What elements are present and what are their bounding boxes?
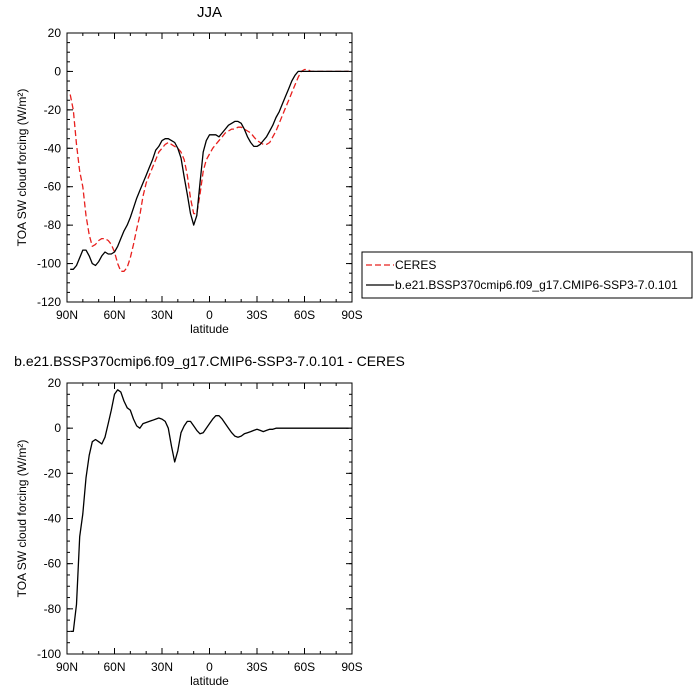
- legend-entry: b.e21.BSSP370cmip6.f09_g17.CMIP6-SSP3-7.…: [395, 278, 678, 292]
- x-tick-label: 60S: [294, 660, 315, 674]
- x-tick-label: 30N: [151, 660, 173, 674]
- x-tick-label: 0: [206, 308, 213, 322]
- legend-entry: CERES: [395, 258, 436, 272]
- y-tick-label: 20: [48, 26, 62, 40]
- series-line-ceres: [69, 68, 349, 272]
- y-tick-label: 0: [54, 64, 61, 78]
- legend: CERES b.e21.BSSP370cmip6.f09_g17.CMIP6-SS…: [361, 251, 693, 299]
- x-tick-label: 30S: [246, 660, 267, 674]
- x-tick-label: 30N: [151, 308, 173, 322]
- y-tick-label: -80: [44, 218, 62, 232]
- y-tick-label: -20: [44, 103, 62, 117]
- y-tick-label: -80: [44, 602, 62, 616]
- y-tick-label: -60: [44, 180, 62, 194]
- x-tick-label: 60N: [103, 308, 125, 322]
- legend-box: [361, 251, 693, 299]
- chart-2: b.e21.BSSP370cmip6.f09_g17.CMIP6-SSP3-7.…: [14, 353, 405, 688]
- x-tick-label: 0: [206, 660, 213, 674]
- series-line-difference: [70, 389, 349, 633]
- plot-frame: [66, 32, 353, 303]
- chart-1: JJA 90N 60N 30N 0 30S 60S 90S -120 -100 -80 -60 -40 -…: [15, 4, 693, 336]
- x-tick-label: 60N: [103, 660, 125, 674]
- y-tick-label: 20: [48, 376, 62, 390]
- y-tick-label: -40: [44, 141, 62, 155]
- y-tick-label: -20: [44, 466, 62, 480]
- x-tick-label: 90N: [56, 660, 78, 674]
- y-axis-label: TOA SW cloud forcing (W/m²): [15, 89, 29, 247]
- y-tick-label: -60: [44, 557, 62, 571]
- y-tick-label: -120: [37, 295, 61, 309]
- x-tick-label: 90N: [56, 308, 78, 322]
- chart-title: b.e21.BSSP370cmip6.f09_g17.CMIP6-SSP3-7.…: [14, 353, 405, 369]
- y-tick-label: -100: [37, 257, 61, 271]
- plot-frame: [66, 382, 353, 655]
- chart-title: JJA: [197, 4, 222, 21]
- x-axis-label: latitude: [190, 674, 229, 688]
- y-tick-label: -40: [44, 512, 62, 526]
- y-axis-label: TOA SW cloud forcing (W/m²): [15, 440, 29, 598]
- x-tick-label: 90S: [341, 308, 362, 322]
- series-line-b-e21-bssp370cmip6-f: [70, 70, 349, 270]
- x-tick-label: 90S: [341, 660, 362, 674]
- x-tick-label: 30S: [246, 308, 267, 322]
- y-tick-label: 0: [54, 421, 61, 435]
- y-tick-label: -100: [37, 647, 61, 661]
- x-axis-label: latitude: [190, 322, 229, 336]
- x-tick-label: 60S: [294, 308, 315, 322]
